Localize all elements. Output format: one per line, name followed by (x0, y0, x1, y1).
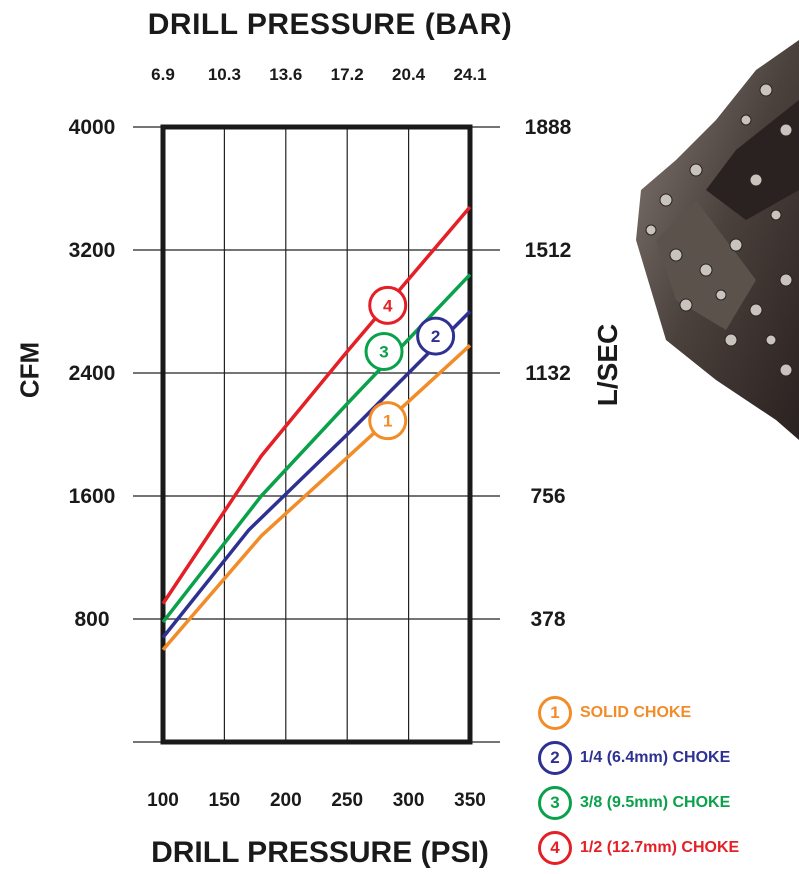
series-marker-badge (364, 331, 404, 371)
legend-item: 1 SOLID CHOKE (538, 694, 739, 731)
top-axis-title: DRILL PRESSURE (BAR) (147, 8, 513, 41)
y2-tick-label: 1132 (525, 362, 571, 385)
bottom-axis-title: DRILL PRESSURE (PSI) (151, 836, 489, 869)
x2-tick-label: 20.4 (392, 65, 426, 84)
drill-bit-photo-icon (636, 40, 799, 445)
series-line (161, 310, 472, 639)
legend-label: 1/2 (12.7mm) CHOKE (580, 838, 740, 856)
series-marker-label: 1 (383, 412, 392, 431)
series-line (161, 205, 472, 605)
y-tick-label: 2400 (69, 362, 116, 385)
x-tick-label: 200 (270, 790, 302, 811)
badge-2: 2 (538, 740, 572, 775)
series-marker-label: 3 (379, 342, 388, 361)
x-tick-label: 100 (147, 790, 179, 811)
series-marker-badge (416, 316, 456, 356)
x-tick-label: 300 (393, 790, 425, 811)
series-marker-badge (368, 285, 408, 325)
legend-item: 3 3/8 (9.5mm) CHOKE (538, 784, 739, 821)
y2-tick-label: 378 (530, 608, 565, 631)
series-marker-badge (368, 401, 408, 441)
plot-frame (160, 124, 473, 745)
y-tick-label: 1600 (69, 485, 116, 508)
y-tick-label: 800 (74, 608, 109, 631)
y2-tick-label: 1512 (525, 239, 572, 262)
legend-label: 3/8 (9.5mm) CHOKE (580, 793, 731, 811)
badge-4: 4 (538, 830, 572, 865)
badge-3: 3 (538, 785, 572, 820)
series-line (161, 344, 472, 651)
badge-1: 1 (538, 695, 572, 730)
legend-item: 4 1/2 (12.7mm) CHOKE (538, 829, 739, 866)
x2-tick-label: 6.9 (151, 65, 175, 84)
legend-label: SOLID CHOKE (580, 703, 692, 721)
series-line (161, 273, 472, 624)
legend-item: 2 1/4 (6.4mm) CHOKE (538, 739, 739, 776)
x2-tick-label: 10.3 (208, 65, 241, 84)
legend: 1 SOLID CHOKE 2 1/4 (6.4mm) CHOKE 3 3/8 … (538, 694, 739, 874)
x-tick-label: 150 (209, 790, 241, 811)
y-tick-label: 3200 (69, 239, 116, 262)
y2-tick-label: 756 (530, 485, 565, 508)
y-tick-label: 4000 (69, 116, 116, 139)
x2-tick-label: 17.2 (331, 65, 364, 84)
x2-tick-label: 24.1 (453, 65, 486, 84)
series-marker-label: 4 (383, 296, 393, 315)
x-tick-label: 350 (454, 790, 486, 811)
x-tick-label: 250 (331, 790, 363, 811)
series-marker-label: 2 (431, 327, 440, 346)
legend-label: 1/4 (6.4mm) CHOKE (580, 748, 731, 766)
y2-tick-label: 1888 (525, 116, 572, 139)
x2-tick-label: 13.6 (269, 65, 302, 84)
